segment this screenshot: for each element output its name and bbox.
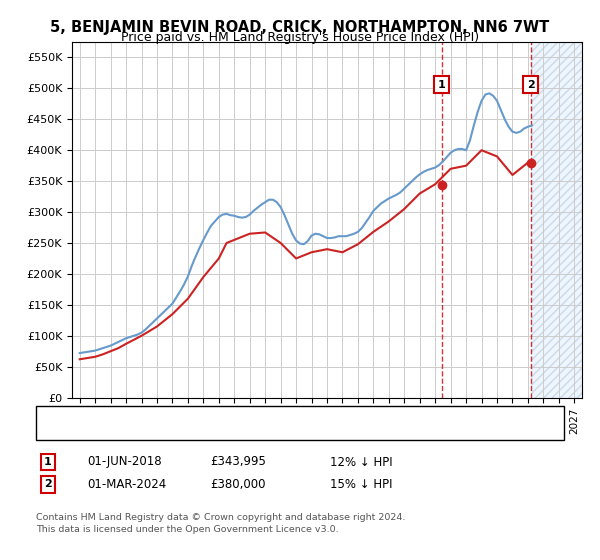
Text: 5, BENJAMIN BEVIN ROAD, CRICK, NORTHAMPTON, NN6 7WT (detached house): 5, BENJAMIN BEVIN ROAD, CRICK, NORTHAMPT…: [96, 408, 488, 418]
Text: 1: 1: [44, 457, 52, 467]
Text: This data is licensed under the Open Government Licence v3.0.: This data is licensed under the Open Gov…: [36, 525, 338, 534]
Text: 5, BENJAMIN BEVIN ROAD, CRICK, NORTHAMPTON, NN6 7WT (detached house): 5, BENJAMIN BEVIN ROAD, CRICK, NORTHAMPT…: [96, 407, 488, 417]
Text: Price paid vs. HM Land Registry's House Price Index (HPI): Price paid vs. HM Land Registry's House …: [121, 31, 479, 44]
Bar: [530, 42, 582, 398]
Text: HPI: Average price, detached house, West Northamptonshire: HPI: Average price, detached house, West…: [96, 421, 398, 431]
Text: 12% ↓ HPI: 12% ↓ HPI: [330, 455, 392, 469]
Text: HPI: Average price, detached house, West Northamptonshire: HPI: Average price, detached house, West…: [96, 422, 398, 432]
Text: 5, BENJAMIN BEVIN ROAD, CRICK, NORTHAMPTON, NN6 7WT: 5, BENJAMIN BEVIN ROAD, CRICK, NORTHAMPT…: [50, 20, 550, 35]
Text: ────: ────: [48, 421, 75, 431]
Text: ────: ────: [48, 422, 75, 432]
Text: 2: 2: [527, 80, 535, 90]
Text: Contains HM Land Registry data © Crown copyright and database right 2024.: Contains HM Land Registry data © Crown c…: [36, 514, 406, 522]
Text: £343,995: £343,995: [210, 455, 266, 469]
Text: 01-MAR-2024: 01-MAR-2024: [87, 478, 166, 491]
Text: £380,000: £380,000: [210, 478, 265, 491]
Text: ────: ────: [48, 407, 75, 417]
Text: ────: ────: [48, 408, 75, 418]
Text: 1: 1: [438, 80, 446, 90]
Text: 01-JUN-2018: 01-JUN-2018: [87, 455, 161, 469]
Text: 2: 2: [44, 479, 52, 489]
Text: 15% ↓ HPI: 15% ↓ HPI: [330, 478, 392, 491]
